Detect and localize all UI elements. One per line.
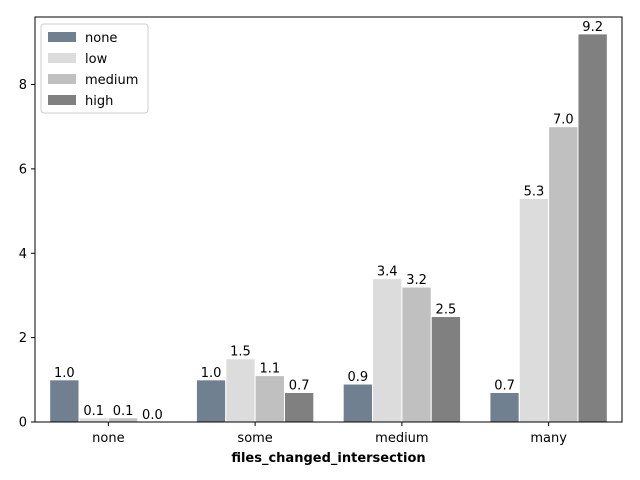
y-tick-label: 6 [19, 162, 27, 177]
legend-label-high: high [85, 94, 113, 109]
data-label: 0.0 [142, 408, 163, 423]
x-tick-label: many [530, 431, 567, 446]
bar-none-many [489, 391, 520, 423]
y-tick-label: 2 [19, 331, 27, 346]
bar-none-some [195, 379, 227, 423]
data-label: 0.7 [494, 378, 515, 393]
legend-swatch-low [48, 53, 76, 63]
plot-frame [34, 16, 623, 423]
data-label: 0.1 [83, 404, 104, 419]
bar-low-some [225, 358, 256, 423]
bar-medium-some [254, 375, 285, 423]
data-labels-layer: 1.0 1.0 0.9 0.7 0.1 1.5 3.4 5.3 0.1 1.1 3.2 7.0 0.0 0… [54, 20, 603, 423]
bars-layer [49, 33, 608, 423]
data-label: 1.5 [230, 345, 251, 360]
y-tick-label: 4 [19, 247, 27, 262]
y-tick-label: 8 [19, 78, 27, 93]
legend: none low medium high [40, 23, 149, 114]
legend-swatch-none [48, 32, 76, 42]
bar-medium-many [548, 126, 579, 423]
legend-swatch-medium [48, 74, 76, 84]
data-label: 7.0 [553, 113, 574, 128]
legend-box [40, 23, 149, 114]
data-label: 5.3 [524, 184, 545, 199]
bar-none-medium [342, 383, 374, 423]
x-tick-label: medium [375, 431, 428, 446]
data-label: 9.2 [582, 20, 603, 35]
bar-high-some [283, 391, 315, 423]
x-tick-label: none [92, 431, 124, 446]
data-label: 0.9 [348, 370, 369, 385]
bar-high-many [577, 33, 608, 423]
data-label: 0.7 [289, 378, 310, 393]
x-axis: none some medium many [92, 422, 567, 446]
legend-swatch-high [48, 95, 76, 105]
bar-low-medium [372, 278, 403, 423]
data-label: 0.1 [113, 404, 134, 419]
y-tick-label: 0 [19, 416, 27, 431]
data-label: 1.0 [54, 366, 75, 381]
x-tick-label: some [237, 431, 272, 446]
legend-label-none: none [85, 31, 117, 46]
bar-low-many [518, 197, 550, 423]
y-axis: 0 2 4 6 8 [19, 78, 35, 431]
data-label: 1.0 [201, 366, 222, 381]
bar-high-medium [430, 316, 462, 423]
data-label: 2.5 [436, 303, 457, 318]
legend-label-medium: medium [85, 73, 138, 88]
x-axis-label: files_changed_intersection [231, 451, 425, 466]
bar-none-none [49, 379, 80, 423]
data-label: 3.2 [406, 273, 427, 288]
legend-label-low: low [85, 52, 108, 67]
bar-medium-medium [401, 286, 432, 423]
data-label: 1.1 [259, 362, 280, 377]
data-label: 3.4 [377, 265, 398, 280]
